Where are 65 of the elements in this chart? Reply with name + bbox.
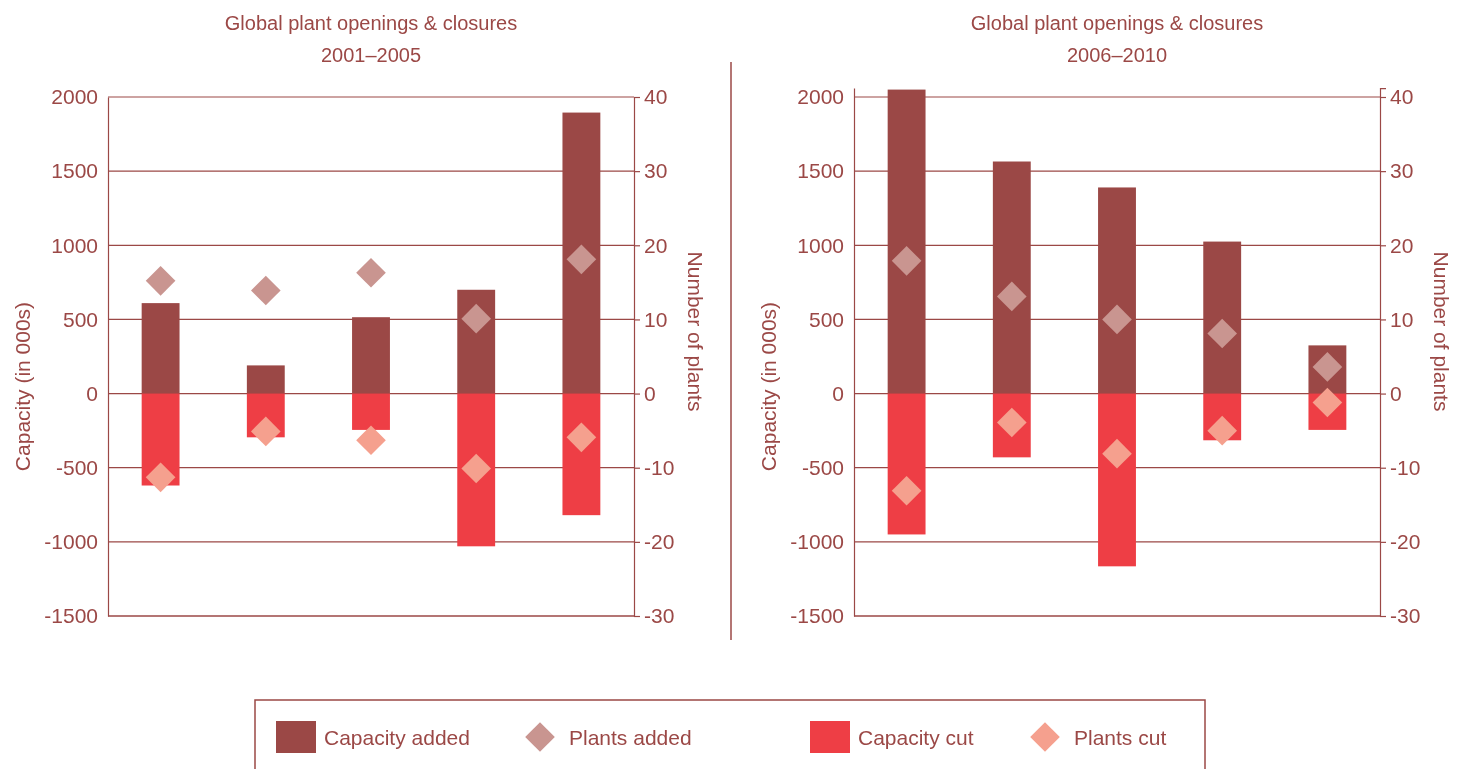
legend-label: Plants cut: [1074, 726, 1167, 749]
y2-tick-label: 20: [1390, 233, 1414, 257]
bar: [457, 393, 496, 547]
legend-label: Capacity added: [324, 726, 470, 749]
y2-tick-label: 10: [644, 307, 668, 331]
bar: [1098, 393, 1136, 567]
chart-subtitle: 2001–2005: [320, 44, 422, 66]
y2-tick-label: 20: [644, 233, 668, 257]
y-axis-title: Capacity (in 000s): [11, 301, 34, 472]
y2-tick-label: 0: [1390, 381, 1402, 405]
y2-tick-label: -30: [1390, 604, 1421, 628]
y-tick-label: 2000: [51, 85, 98, 109]
y-tick-label: -500: [55, 455, 98, 479]
y2-tick-label: -10: [644, 455, 675, 479]
y-tick-label: -1500: [790, 604, 844, 628]
bar: [352, 393, 390, 430]
y-tick-label: -500: [801, 455, 844, 479]
y-tick-label: 1500: [51, 159, 98, 183]
bar: [887, 393, 926, 535]
chart-title: Global plant openings & closures: [970, 12, 1264, 34]
point: [566, 244, 597, 275]
y-tick-label: 500: [808, 307, 844, 331]
y-tick-label: 0: [832, 381, 844, 405]
chart-title: Global plant openings & closures: [224, 12, 518, 34]
y-tick-label: -1500: [44, 604, 98, 628]
point: [461, 303, 492, 334]
point: [250, 416, 281, 447]
y-tick-label: 1000: [51, 233, 98, 257]
y-tick-label: 1500: [797, 159, 844, 183]
y2-tick-label: -20: [644, 530, 675, 554]
point: [996, 281, 1027, 312]
y2-tick-label: 40: [644, 85, 668, 109]
point: [891, 475, 922, 506]
point: [145, 266, 176, 296]
y2-tick-label: -10: [1390, 455, 1421, 479]
y-axis-title: Capacity (in 000s): [757, 301, 780, 472]
y-tick-label: 1000: [797, 233, 844, 257]
y-tick-label: 500: [62, 307, 98, 331]
legend-label: Capacity cut: [858, 726, 974, 749]
point: [250, 275, 281, 306]
point: [145, 462, 176, 493]
point: [1207, 318, 1238, 349]
y2-tick-label: -20: [1390, 530, 1421, 554]
point: [356, 425, 386, 456]
y2-tick-label: 30: [1390, 159, 1414, 183]
legend-label: Plants added: [569, 726, 692, 749]
point: [356, 257, 386, 288]
y2-axis-title: Number of plants: [684, 251, 707, 412]
chart-subtitle: 2006–2010: [1066, 44, 1168, 66]
y-tick-label: -1000: [44, 530, 98, 554]
point: [461, 453, 492, 484]
bar: [562, 393, 601, 516]
y-tick-label: 2000: [797, 85, 844, 109]
y-tick-label: 0: [86, 381, 98, 405]
point: [1102, 304, 1132, 335]
y2-tick-label: 0: [644, 381, 656, 405]
y2-tick-label: 40: [1390, 85, 1414, 109]
point: [566, 422, 597, 453]
y2-tick-label: 10: [1390, 307, 1414, 331]
y2-tick-label: 30: [644, 159, 668, 183]
y2-axis-title: Number of plants: [1430, 251, 1453, 412]
point: [891, 246, 922, 276]
y-tick-label: -1000: [790, 530, 844, 554]
point: [1102, 438, 1132, 469]
y2-tick-label: -30: [644, 604, 675, 628]
